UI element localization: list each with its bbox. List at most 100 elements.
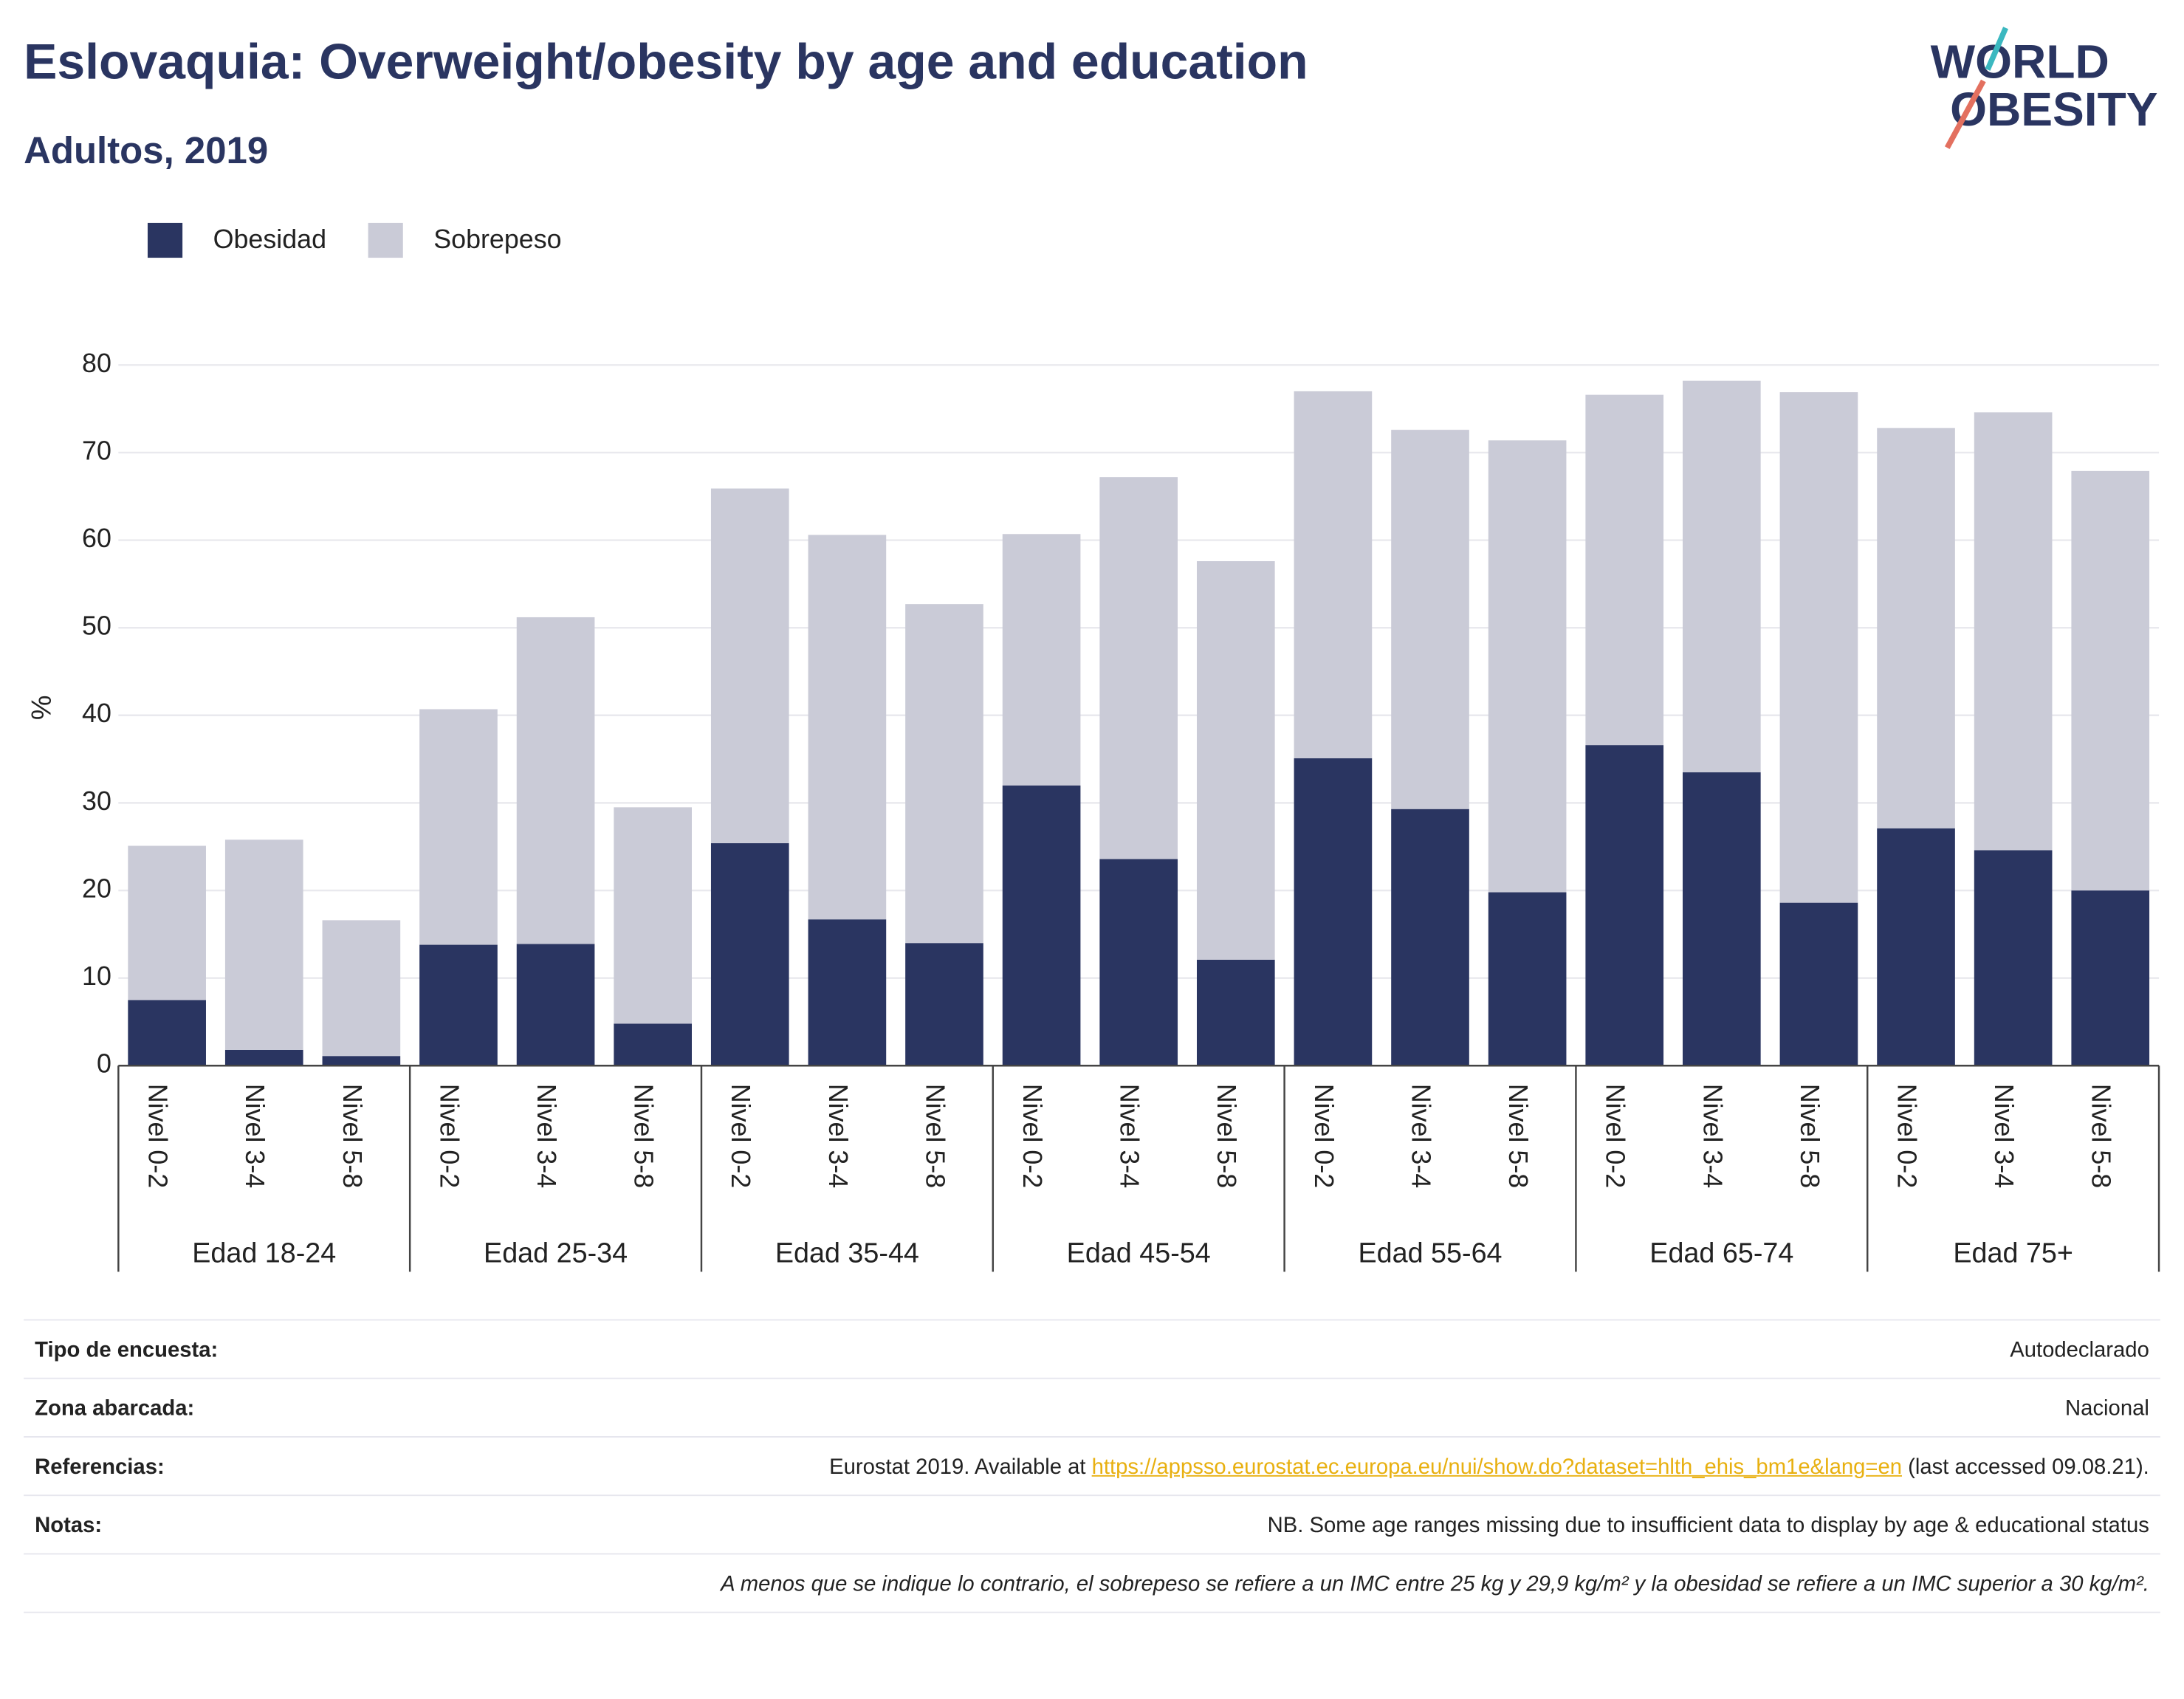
bar-segment (419, 944, 498, 1066)
footer: Tipo de encuesta: Autodeclarado Zona abarc… (24, 1319, 2160, 1613)
logo-text: OBESITY (1950, 83, 2157, 136)
footer-value: Eurostat 2019. Available at https://apps… (829, 1455, 2149, 1480)
x-tick-label: Nivel 3-4 (1115, 1084, 1144, 1188)
x-tick-label: Nivel 5-8 (1503, 1084, 1533, 1188)
bar-segment (128, 845, 206, 1000)
bar-segment (1974, 850, 2053, 1066)
bar-segment (1683, 772, 1761, 1066)
x-tick-label: Nivel 3-4 (1697, 1084, 1727, 1188)
reference-text: Eurostat 2019. Available at (829, 1455, 1092, 1480)
bar-segment (1002, 785, 1081, 1066)
reference-link[interactable]: https://appsso.eurostat.ec.europa.eu/nui… (1091, 1455, 1902, 1480)
bar-segment (1779, 902, 1858, 1066)
bar-segment (1877, 428, 1955, 828)
bar-segment (1391, 809, 1469, 1066)
footer-note: A menos que se indique lo contrario, el … (721, 1572, 2149, 1596)
bar-segment (322, 1056, 401, 1066)
y-tick-label: 40 (82, 699, 111, 728)
logo-text: WORLD (1931, 35, 2109, 89)
y-tick-label: 60 (82, 524, 111, 553)
bar-segment (1196, 561, 1275, 960)
x-tick-label: Nivel 3-4 (1989, 1084, 2019, 1188)
y-tick-label: 0 (97, 1049, 111, 1079)
y-tick-label: 10 (82, 961, 111, 991)
bar-segment (1294, 391, 1373, 758)
logo: WORLD OBESITY (1931, 27, 2158, 149)
x-tick-label: Nivel 5-8 (629, 1084, 659, 1188)
bar-segment (1585, 394, 1664, 746)
bar-segment (516, 944, 595, 1066)
x-tick-label: Nivel 0-2 (1601, 1084, 1630, 1188)
footer-row: Zona abarcada: Nacional (24, 1377, 2160, 1436)
footer-row: Tipo de encuesta: Autodeclarado (24, 1319, 2160, 1378)
group-label: Edad 35-44 (775, 1238, 919, 1269)
bar-segment (808, 919, 887, 1066)
bar-segment (1099, 477, 1178, 859)
group-label: Edad 75+ (1953, 1238, 2073, 1269)
logo-slash (1944, 79, 1986, 149)
bar-segment (1391, 430, 1469, 809)
group-label: Edad 55-64 (1358, 1238, 1502, 1269)
legend-label: Obesidad (213, 224, 326, 254)
x-tick-label: Nivel 0-2 (1892, 1084, 1921, 1188)
y-tick-label: 80 (82, 349, 111, 378)
bar-segment (905, 604, 983, 944)
x-tick-label: Nivel 3-4 (532, 1084, 561, 1188)
y-axis-label: % (25, 696, 56, 721)
bar-segment (614, 807, 692, 1024)
reference-text: (last accessed 09.08.21). (1901, 1455, 2149, 1480)
x-tick-label: Nivel 5-8 (2087, 1084, 2116, 1188)
x-tick-label: Nivel 0-2 (1309, 1084, 1339, 1188)
x-tick-label: Nivel 5-8 (337, 1084, 367, 1188)
x-tick-label: Nivel 3-4 (240, 1084, 269, 1188)
bar-segment (1488, 440, 1567, 893)
x-tick-label: Nivel 5-8 (1795, 1084, 1824, 1188)
footer-label: Zona abarcada: (35, 1397, 195, 1421)
bar-segment (322, 920, 401, 1057)
footer-label: Tipo de encuesta: (35, 1338, 219, 1363)
bar-segment (1196, 959, 1275, 1066)
bar-segment (2071, 890, 2150, 1066)
chart-subtitle: Adultos, 2019 (24, 129, 268, 171)
y-tick-label: 50 (82, 611, 111, 641)
bar-segment (905, 943, 983, 1066)
bar-segment (128, 1000, 206, 1066)
bar-segment (224, 1049, 303, 1066)
x-tick-label: Nivel 0-2 (726, 1084, 755, 1188)
bar-segment (1683, 380, 1761, 772)
legend-swatch (147, 222, 183, 258)
bar-segment (1974, 412, 2053, 851)
x-tick-label: Nivel 0-2 (1017, 1084, 1047, 1188)
bar-segment (1294, 758, 1373, 1066)
bar-segment (1099, 859, 1178, 1066)
bar-segment (2071, 470, 2150, 891)
bar-segment (1877, 828, 1955, 1066)
logo-slash (1985, 27, 2008, 71)
bar-segment (614, 1023, 692, 1066)
bar-segment (1585, 745, 1664, 1066)
bar-segment (710, 488, 789, 843)
x-tick-label: Nivel 3-4 (823, 1084, 853, 1188)
group-label: Edad 25-34 (484, 1238, 628, 1269)
footer-table: Tipo de encuesta: Autodeclarado Zona abarc… (24, 1319, 2160, 1613)
x-tick-label: Nivel 3-4 (1406, 1084, 1435, 1188)
footer-label: Notas: (35, 1514, 103, 1538)
bar-segment (1002, 534, 1081, 786)
chart-title: Eslovaquia: Overweight/obesity by age an… (24, 35, 1308, 90)
group-label: Edad 65-74 (1649, 1238, 1793, 1269)
bar-segment (808, 535, 887, 920)
footer-label: Referencias: (35, 1455, 165, 1480)
footer-row: Notas: NB. Some age ranges missing due to… (24, 1494, 2160, 1553)
x-tick-label: Nivel 5-8 (920, 1084, 950, 1188)
x-tick-label: Nivel 0-2 (143, 1084, 173, 1188)
y-tick-label: 30 (82, 786, 111, 816)
x-tick-label: Nivel 5-8 (1212, 1084, 1241, 1188)
footer-value: NB. Some age ranges missing due to insuf… (1267, 1514, 2149, 1538)
bar-segment (224, 840, 303, 1050)
legend-label: Sobrepeso (433, 224, 561, 254)
bar-segment (710, 842, 789, 1066)
bar-segment (1779, 392, 1858, 903)
y-tick-label: 70 (82, 436, 111, 465)
bar-segment (516, 617, 595, 944)
